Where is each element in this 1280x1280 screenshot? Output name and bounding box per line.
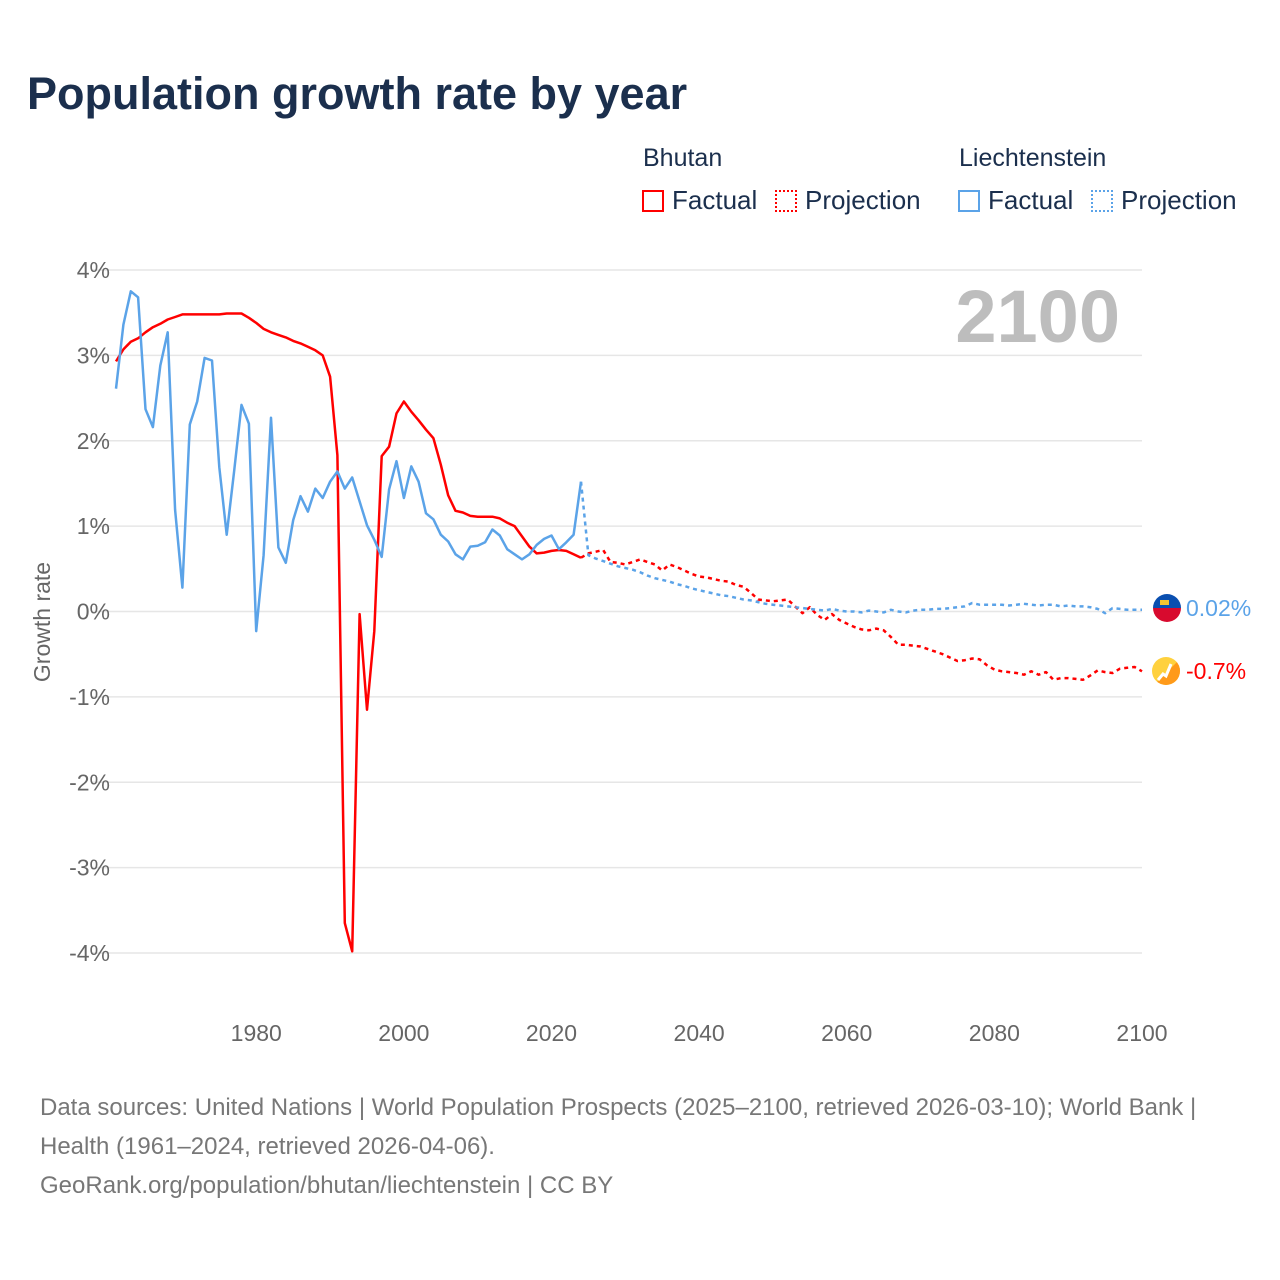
legend-swatch-dotted — [775, 189, 797, 212]
footer: Data sources: United Nations | World Pop… — [40, 1088, 1240, 1205]
y-tick-label: -4% — [69, 940, 110, 966]
y-tick-label: 0% — [77, 599, 110, 625]
credit-link[interactable]: GeoRank.org/population/bhutan/liechtenst… — [40, 1172, 614, 1199]
y-axis-title: Growth rate — [29, 562, 55, 682]
x-tick-label: 2060 — [821, 1020, 872, 1046]
flag-liechtenstein — [1153, 594, 1181, 622]
y-tick-label: -1% — [69, 684, 110, 710]
year-watermark: 2100 — [955, 275, 1120, 358]
x-tick-label: 2020 — [526, 1020, 577, 1046]
x-tick-label: 2040 — [674, 1020, 725, 1046]
legend-label: Factual — [988, 185, 1074, 215]
legend-bhutan-factual[interactable]: Factual — [642, 185, 757, 216]
series-line-liechtenstein-factual — [114, 290, 583, 633]
x-tick-label: 2000 — [378, 1020, 429, 1046]
y-tick-label: -2% — [69, 769, 110, 795]
legend-swatch-solid — [642, 189, 664, 212]
end-label-liechtenstein: 0.02% — [1186, 595, 1251, 621]
chart-title: Population growth rate by year — [27, 68, 688, 119]
x-tick-label: 1980 — [231, 1020, 282, 1046]
legend-label: Factual — [672, 185, 758, 215]
y-tick-label: 4% — [77, 257, 110, 283]
series-line-bhutan-factual — [114, 312, 582, 953]
legend-swatch-dotted — [1091, 189, 1113, 212]
x-tick-label: 2100 — [1116, 1020, 1167, 1046]
y-tick-label: 2% — [77, 428, 110, 454]
legend-liechtenstein-factual[interactable]: Factual — [958, 185, 1073, 216]
y-tick-label: 1% — [77, 513, 110, 539]
legend-group-liechtenstein: Liechtenstein — [959, 144, 1107, 172]
y-tick-label: -3% — [69, 855, 110, 881]
legend-group-bhutan: Bhutan — [643, 144, 723, 172]
legend-label: Projection — [1121, 185, 1237, 215]
y-tick-label: 3% — [77, 342, 110, 368]
flag-bhutan — [1152, 657, 1180, 685]
data-sources: Data sources: United Nations | World Pop… — [40, 1094, 1197, 1160]
end-label-bhutan: -0.7% — [1186, 658, 1246, 684]
legend-liechtenstein-projection[interactable]: Projection — [1091, 185, 1237, 216]
legend-label: Projection — [805, 185, 921, 215]
x-tick-label: 2080 — [969, 1020, 1020, 1046]
legend-bhutan-projection[interactable]: Projection — [775, 185, 921, 216]
series-line-bhutan-projection — [580, 548, 1143, 682]
legend-swatch-solid — [958, 189, 980, 212]
series-line-liechtenstein-projection — [579, 481, 1142, 615]
